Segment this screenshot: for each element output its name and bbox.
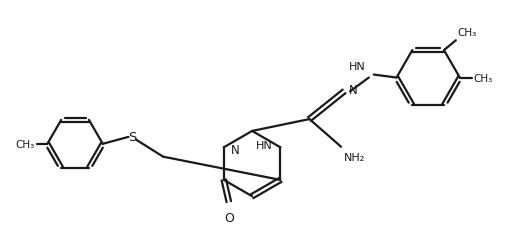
Text: HN: HN: [349, 61, 366, 71]
Text: CH₃: CH₃: [474, 73, 493, 83]
Text: S: S: [128, 131, 137, 144]
Text: N: N: [231, 143, 239, 156]
Text: O: O: [224, 211, 234, 224]
Text: CH₃: CH₃: [15, 139, 35, 149]
Text: N: N: [349, 84, 358, 97]
Text: CH₃: CH₃: [458, 28, 477, 38]
Text: HN: HN: [256, 141, 272, 151]
Text: NH₂: NH₂: [344, 152, 365, 162]
